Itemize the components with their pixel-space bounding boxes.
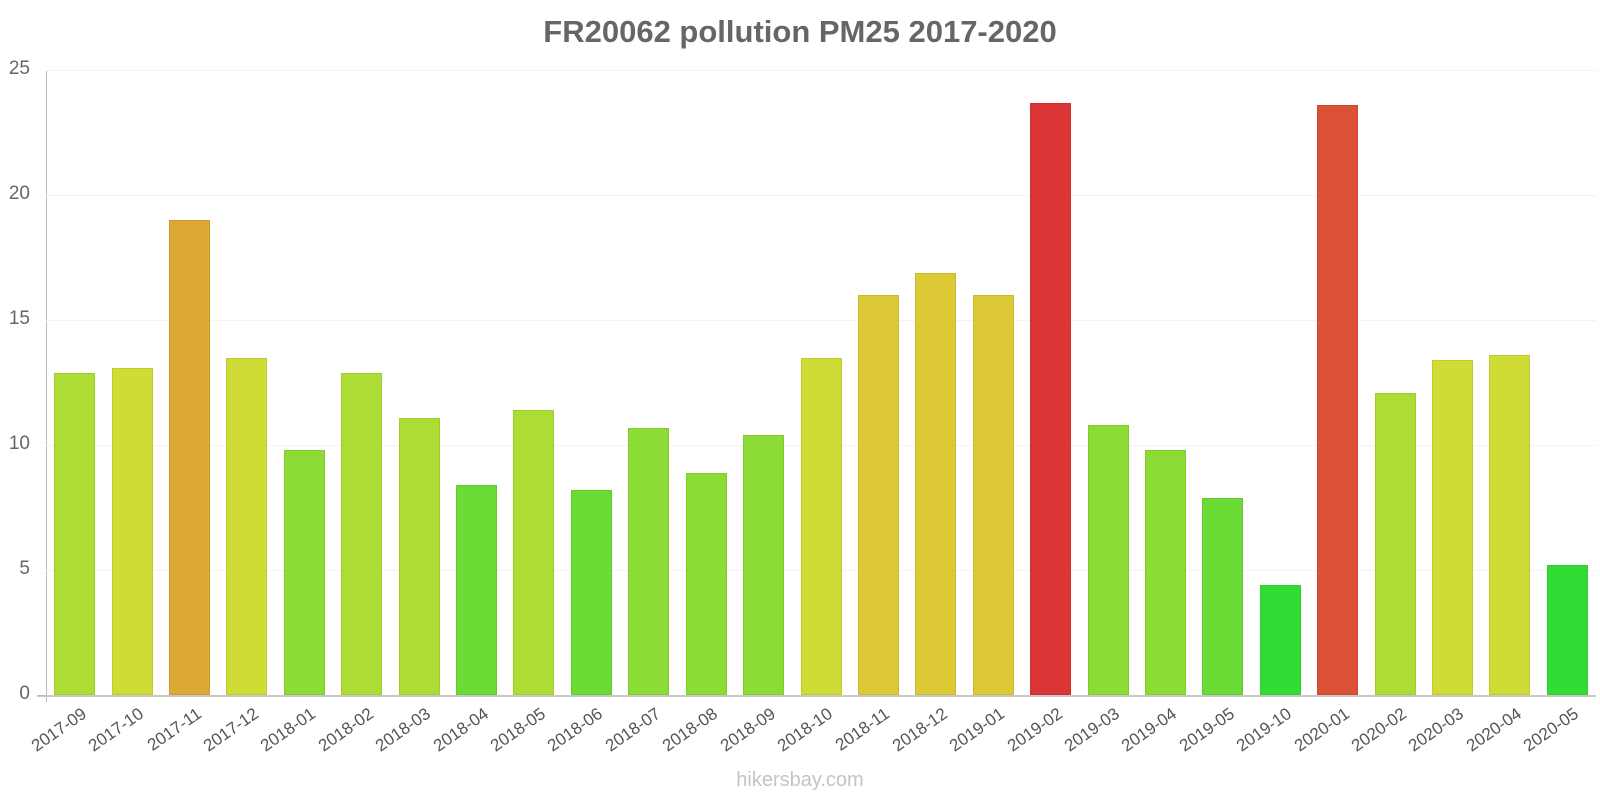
bar-2017-12[interactable]	[226, 357, 268, 695]
bar-2019-02[interactable]	[1030, 102, 1072, 695]
bar-2018-08[interactable]	[685, 472, 727, 695]
bar-2018-09[interactable]	[743, 435, 785, 695]
bar-2019-04[interactable]	[1144, 450, 1186, 695]
y-tick-label: 0	[19, 683, 30, 704]
bar-2018-01[interactable]	[283, 450, 325, 695]
bar-2020-01[interactable]	[1317, 105, 1359, 695]
bar-2019-01[interactable]	[972, 295, 1014, 695]
bar-2019-10[interactable]	[1259, 585, 1301, 695]
bar-2017-11[interactable]	[169, 220, 211, 695]
bar-2018-04[interactable]	[456, 485, 498, 695]
y-zero-tick	[37, 695, 46, 696]
chart-title: FR20062 pollution PM25 2017-2020	[543, 14, 1057, 49]
bar-2018-12[interactable]	[915, 272, 957, 695]
bar-2019-03[interactable]	[1087, 425, 1129, 695]
bar-2018-02[interactable]	[341, 372, 383, 695]
bar-2018-10[interactable]	[800, 357, 842, 695]
gridline	[46, 195, 1596, 196]
bar-2018-03[interactable]	[398, 417, 440, 695]
y-tick-label: 20	[8, 183, 30, 204]
bar-2020-03[interactable]	[1431, 360, 1473, 695]
bar-2018-05[interactable]	[513, 410, 555, 695]
x-axis-line	[37, 695, 1596, 697]
bar-2017-10[interactable]	[111, 367, 153, 695]
gridline	[46, 70, 1596, 71]
bar-2020-05[interactable]	[1546, 565, 1588, 695]
gridline	[46, 320, 1596, 321]
bar-2017-09[interactable]	[54, 372, 96, 695]
bar-2018-11[interactable]	[857, 295, 899, 695]
bar-2019-05[interactable]	[1202, 497, 1244, 695]
bar-2020-04[interactable]	[1489, 355, 1531, 695]
y-tick-label: 5	[19, 558, 30, 579]
bar-2020-02[interactable]	[1374, 392, 1416, 695]
bar-2018-07[interactable]	[628, 427, 670, 695]
footer-watermark: hikersbay.com	[736, 769, 864, 791]
y-tick-label: 25	[8, 58, 30, 79]
bar-2018-06[interactable]	[570, 490, 612, 695]
y-axis-line	[46, 70, 47, 702]
y-tick-label: 15	[8, 308, 30, 329]
y-tick-label: 10	[8, 433, 30, 454]
